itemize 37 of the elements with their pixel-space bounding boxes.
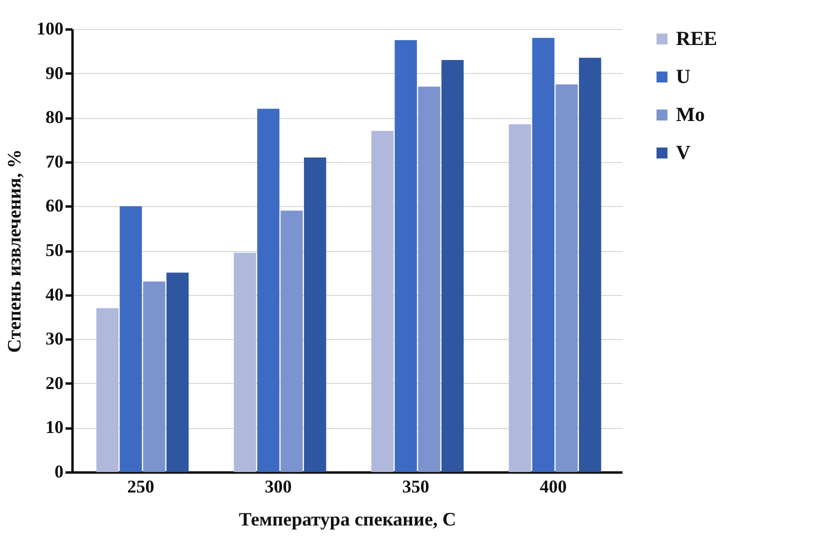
y-tick-label: 60 — [46, 196, 64, 216]
bar — [96, 308, 119, 472]
y-tick-label: 50 — [46, 240, 64, 260]
legend-label: REE — [676, 28, 718, 50]
bar — [508, 124, 532, 472]
y-tick-label: 0 — [54, 462, 64, 482]
x-tick-label: 400 — [540, 476, 567, 496]
legend-label: V — [676, 142, 691, 164]
y-tick-label: 90 — [46, 62, 64, 83]
bar — [578, 58, 602, 472]
bar — [556, 84, 578, 472]
bar — [234, 252, 256, 472]
y-tick-label: 30 — [46, 328, 64, 349]
bar — [441, 60, 464, 472]
y-axis-title: Степень извлечения, % — [4, 149, 26, 353]
bar — [120, 206, 142, 472]
y-tick-label: 70 — [46, 151, 64, 172]
bar — [304, 157, 326, 472]
legend-label: Mo — [676, 104, 705, 126]
x-tick-label: 350 — [402, 476, 430, 496]
bar — [532, 38, 554, 472]
bar — [257, 108, 280, 472]
legend-label: U — [676, 66, 690, 88]
bar — [280, 210, 303, 472]
y-tick-label: 80 — [46, 107, 64, 128]
y-tick-label: 20 — [46, 372, 64, 393]
bar — [371, 130, 394, 472]
bar — [166, 272, 189, 472]
x-tick-label: 300 — [264, 476, 292, 496]
bar — [394, 40, 417, 472]
y-tick-label: 40 — [46, 284, 64, 304]
bar — [143, 282, 166, 472]
x-tick-label: 250 — [127, 476, 154, 496]
y-tick-label: 10 — [46, 417, 64, 438]
bar — [418, 86, 440, 472]
y-tick-label: 100 — [36, 18, 64, 38]
x-axis-title: Температура спекание, С — [238, 510, 456, 530]
